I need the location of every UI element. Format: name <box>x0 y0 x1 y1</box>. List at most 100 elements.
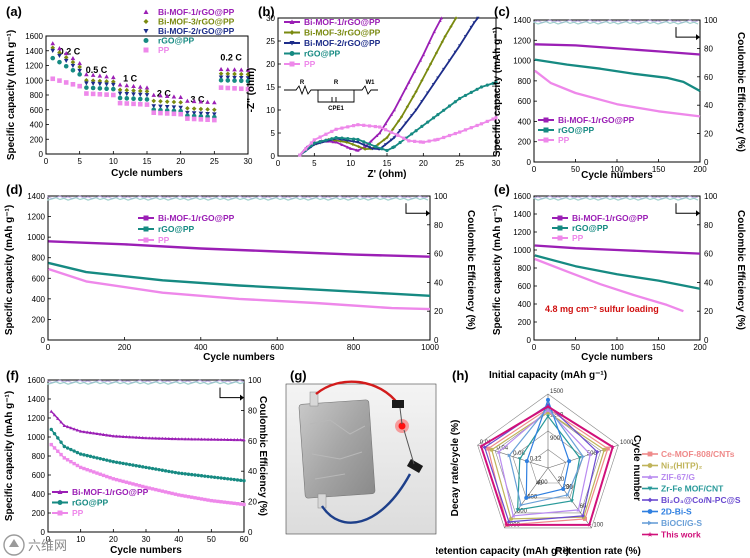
data-point <box>176 471 181 475</box>
data-point <box>485 83 489 87</box>
data-point <box>180 437 184 441</box>
y2-tick-label: 40 <box>434 278 443 287</box>
data-point <box>431 116 436 120</box>
loading-annotation: 4.8 mg cm⁻² sulfur loading <box>545 304 659 314</box>
data-point <box>170 470 174 474</box>
y-tick-label: 800 <box>518 264 532 273</box>
ce-arrowhead <box>426 210 430 217</box>
y-tick-label: 1600 <box>25 32 43 41</box>
radar-point <box>605 446 610 451</box>
y-tick-label: 1000 <box>25 76 43 85</box>
data-point <box>426 91 430 95</box>
coulombic-efficiency-line <box>533 197 699 201</box>
radar-point <box>506 519 511 524</box>
data-point <box>463 128 468 132</box>
data-point <box>438 19 442 23</box>
data-point <box>436 76 440 80</box>
data-point <box>171 94 177 99</box>
watermark-logo-icon <box>3 534 25 556</box>
data-point <box>212 475 217 479</box>
y-axis-label: Specific capacity (mAh g⁻¹) <box>6 30 17 160</box>
data-point <box>447 59 452 63</box>
data-point <box>52 431 57 436</box>
data-point <box>95 456 99 460</box>
data-point <box>157 488 161 493</box>
data-point <box>121 479 125 484</box>
data-point <box>235 501 240 506</box>
data-point <box>392 108 396 112</box>
data-point <box>127 435 132 439</box>
ce-arrowhead <box>696 34 700 41</box>
y2-tick-label: 80 <box>434 221 443 230</box>
data-point <box>117 91 123 96</box>
legend-marker <box>557 225 563 231</box>
data-point <box>56 436 60 440</box>
data-point <box>225 78 231 83</box>
data-point <box>117 82 123 87</box>
x-tick-label: 800 <box>347 343 361 352</box>
y2-tick-label: 80 <box>248 406 257 415</box>
rate-annotations: 0.2 C 0.5 C 1 C 2 C 3 C 0.2 C <box>59 46 243 104</box>
data-point <box>97 73 103 78</box>
data-point <box>105 458 109 462</box>
y2-tick-label: 80 <box>704 221 713 230</box>
data-point <box>420 100 424 104</box>
data-point <box>385 148 389 153</box>
data-point <box>105 433 109 437</box>
x-axis-label: Z' (ohm) <box>367 169 406 180</box>
data-point <box>154 467 158 471</box>
data-point <box>170 437 174 441</box>
data-point <box>447 104 452 108</box>
data-point <box>426 120 430 124</box>
data-point <box>118 434 122 438</box>
data-point <box>127 481 132 485</box>
y-axis-label: -Z'' (ohm) <box>246 68 257 113</box>
data-point <box>50 55 56 61</box>
data-point <box>147 466 151 470</box>
panel-a: (a) 0 5 10 15 20 25 30 0 200 400 600 800 1000 1200 140… <box>6 4 253 179</box>
data-point <box>205 111 210 117</box>
data-point <box>209 475 214 479</box>
legend-label: Bi-MOF-1/rGO@PP <box>558 115 635 125</box>
y-tick-label: 10 <box>266 106 275 115</box>
data-point <box>212 100 217 105</box>
data-point <box>92 431 96 435</box>
legend-marker <box>543 117 549 123</box>
y-tick-label: 800 <box>32 254 46 263</box>
radar-tick-label: 1000 <box>620 440 634 446</box>
red-wire <box>315 380 399 405</box>
legend-label: PP <box>304 59 316 69</box>
data-point <box>160 436 165 440</box>
data-point <box>78 452 83 456</box>
data-point <box>90 85 96 91</box>
data-point <box>111 82 116 87</box>
data-point <box>447 133 452 138</box>
radar-point <box>478 443 484 449</box>
data-point <box>383 128 388 132</box>
data-point <box>84 85 89 90</box>
x-tick-label: 10 <box>346 159 355 168</box>
data-point <box>218 75 224 80</box>
data-point <box>154 436 158 440</box>
data-point <box>373 124 377 129</box>
data-point <box>491 81 495 85</box>
axes: 0 5 10 15 20 25 30 0 200 400 600 800 1000 1200 1400 160… <box>25 32 253 166</box>
y2-tick-label: 100 <box>704 192 718 201</box>
rate-label: 0.2 C <box>59 46 81 56</box>
legend-label: rGO@PP <box>304 49 340 59</box>
data-point <box>88 431 93 435</box>
y-tick-label: 200 <box>518 138 532 147</box>
data-point <box>245 86 251 92</box>
legend-label: rGO@PP <box>558 125 594 135</box>
legend-marker <box>57 489 63 494</box>
y2-axis-label: Coulombic Efficiency (%) <box>735 210 746 330</box>
radar-tick-label: 40 <box>536 481 543 487</box>
radar-point <box>507 453 512 458</box>
data-point <box>173 470 178 475</box>
radar-tick-label: 800 <box>517 509 528 515</box>
data-point <box>479 122 484 126</box>
data-point <box>436 137 440 142</box>
radar-point <box>610 444 615 449</box>
circuit-wire <box>284 84 378 96</box>
x-tick-label: 25 <box>455 159 464 168</box>
